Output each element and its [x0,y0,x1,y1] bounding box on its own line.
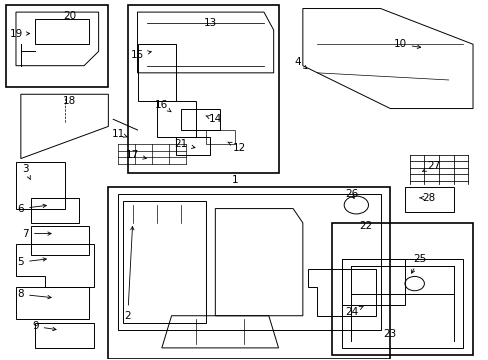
Bar [127,5,278,173]
Text: 25: 25 [411,253,426,273]
Bar [331,223,472,355]
Text: 17: 17 [126,150,146,160]
Text: 1: 1 [231,175,238,185]
Text: 10: 10 [393,39,420,49]
Text: 16: 16 [155,100,171,112]
Text: 13: 13 [203,18,217,28]
Text: 6: 6 [18,203,46,213]
Bar [6,5,108,87]
Bar [404,187,453,212]
Text: 14: 14 [205,114,222,124]
Bar [181,109,220,130]
Bar [108,187,389,359]
Text: 24: 24 [344,306,363,317]
Text: 11: 11 [111,129,127,139]
Text: 21: 21 [174,139,195,149]
Text: 8: 8 [18,289,51,299]
Text: 12: 12 [227,142,246,153]
Text: 19: 19 [9,28,30,39]
Text: 9: 9 [32,321,56,332]
Text: 20: 20 [63,11,76,21]
Text: 3: 3 [22,164,30,180]
Bar [341,258,404,305]
Bar [176,137,210,155]
Text: 23: 23 [383,329,396,339]
Text: 27: 27 [421,161,440,172]
Text: 2: 2 [124,226,134,321]
Text: 4: 4 [294,57,306,69]
Text: 28: 28 [419,193,435,203]
Bar [205,130,234,144]
Text: 26: 26 [344,189,357,199]
Text: 18: 18 [62,96,76,107]
Text: 5: 5 [18,257,46,267]
Text: 22: 22 [359,221,372,231]
Text: 15: 15 [131,50,151,60]
Text: 7: 7 [22,229,51,239]
